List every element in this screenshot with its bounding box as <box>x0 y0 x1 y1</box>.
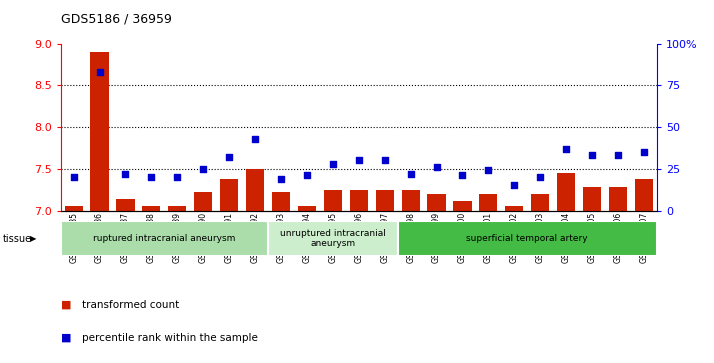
Bar <box>194 192 212 211</box>
Point <box>483 168 494 174</box>
Bar <box>557 173 575 211</box>
Bar <box>453 200 471 211</box>
Bar <box>116 199 134 211</box>
Point <box>431 164 442 170</box>
Bar <box>272 192 290 211</box>
Bar <box>246 169 264 211</box>
Text: GDS5186 / 36959: GDS5186 / 36959 <box>61 12 171 25</box>
Bar <box>323 189 342 211</box>
Bar <box>428 194 446 211</box>
Text: superficial temporal artery: superficial temporal artery <box>466 234 588 243</box>
Bar <box>531 194 549 211</box>
Point <box>249 136 261 142</box>
Point <box>638 149 650 155</box>
Point <box>301 172 313 178</box>
Text: percentile rank within the sample: percentile rank within the sample <box>82 333 258 343</box>
Point <box>586 152 598 158</box>
Bar <box>401 189 420 211</box>
Point <box>327 161 338 167</box>
Bar <box>609 187 627 211</box>
Point <box>560 146 572 152</box>
Bar <box>268 221 398 256</box>
Point <box>223 154 235 160</box>
Text: unruptured intracranial
aneurysm: unruptured intracranial aneurysm <box>280 229 386 248</box>
Point <box>379 158 391 163</box>
Text: tissue: tissue <box>3 234 32 244</box>
Bar <box>64 206 83 211</box>
Bar <box>635 179 653 211</box>
Point <box>535 174 546 180</box>
Point <box>353 158 364 163</box>
Text: ruptured intracranial aneurysm: ruptured intracranial aneurysm <box>94 234 236 243</box>
Bar <box>479 194 498 211</box>
Text: ■: ■ <box>61 300 71 310</box>
Bar <box>583 187 601 211</box>
Bar <box>91 52 109 211</box>
Point <box>198 166 209 172</box>
Point <box>120 171 131 177</box>
Bar <box>376 189 394 211</box>
Text: ▶: ▶ <box>30 234 36 243</box>
Text: transformed count: transformed count <box>82 300 179 310</box>
Point <box>171 174 183 180</box>
Text: ■: ■ <box>61 333 71 343</box>
Point <box>405 171 416 177</box>
Point <box>94 69 105 75</box>
Bar <box>298 206 316 211</box>
Point <box>508 183 520 188</box>
Point <box>457 172 468 178</box>
Bar <box>350 189 368 211</box>
Bar <box>220 179 238 211</box>
Bar <box>61 221 268 256</box>
Point <box>613 152 624 158</box>
Point <box>68 174 79 180</box>
Bar <box>142 206 161 211</box>
Bar <box>398 221 657 256</box>
Bar <box>506 206 523 211</box>
Bar <box>169 206 186 211</box>
Point <box>276 176 287 182</box>
Point <box>146 174 157 180</box>
